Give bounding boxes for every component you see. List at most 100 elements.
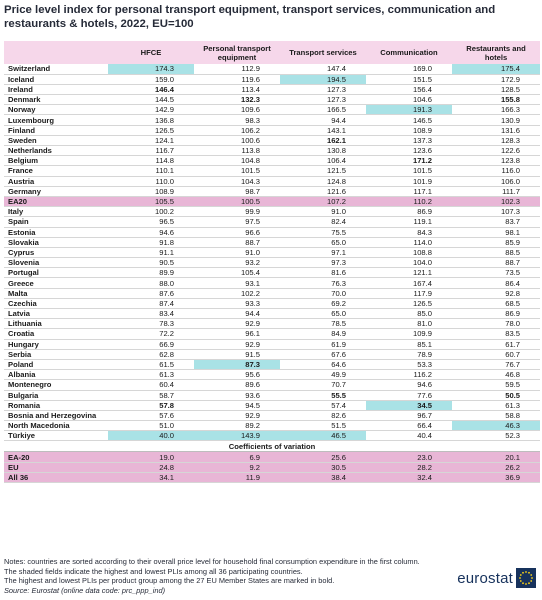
value-cell: 142.9	[154, 105, 174, 115]
value-cell: 144.5	[154, 95, 174, 105]
cov-row: EA-20 19.0 6.9 25.6 23.0 20.1	[4, 451, 540, 463]
value-cell: 59.5	[505, 380, 520, 390]
value-cell: 57.8	[159, 400, 174, 410]
value-cell: 24.8	[108, 462, 194, 473]
value-cell: 84.9	[331, 329, 346, 339]
table-row: Italy 100.2 99.9 91.0 86.9 107.3	[4, 207, 540, 217]
value-cell: 98.1	[505, 227, 520, 237]
value-cell: 114.8	[155, 156, 174, 166]
value-cell: 104.6	[412, 95, 432, 105]
table-row: Montenegro 60.4 89.6 70.7 94.6 59.5	[4, 380, 540, 390]
value-cell: 104.0	[412, 258, 432, 268]
eurostat-logo: eurostat	[440, 566, 536, 590]
value-cell: 116.7	[155, 146, 174, 156]
value-cell: 61.3	[159, 370, 174, 380]
value-cell: 70.0	[331, 288, 346, 298]
row-label: EA-20	[4, 451, 108, 463]
table-row: Greece 88.0 93.1 76.3 167.4 86.4	[4, 278, 540, 289]
value-cell: 130.8	[326, 146, 346, 156]
value-cell: 92.9	[245, 339, 260, 349]
row-label: North Macedonia	[8, 421, 70, 431]
value-cell: 20.1	[452, 451, 540, 463]
value-cell: 110.2	[366, 196, 452, 207]
table-row: Denmark 144.5 132.3 127.3 104.6 155.8	[4, 95, 540, 105]
row-label: All 36	[4, 472, 108, 483]
value-cell: 98.3	[245, 115, 260, 125]
value-cell: 156.4	[412, 84, 432, 94]
price-level-table: HFCE Personal transport equipment Transp…	[4, 41, 540, 483]
value-cell: 81.0	[417, 319, 432, 329]
row-label: Slovenia	[8, 258, 40, 268]
table-row: Türkiye 40.0 143.9 46.5 40.4 52.3	[4, 430, 540, 441]
value-cell: 96.1	[245, 329, 260, 339]
value-cell: 172.9	[500, 74, 520, 84]
value-cell: 116.2	[413, 370, 432, 380]
table-row: Hungary 66.9 92.9 61.9 85.1 61.7	[4, 339, 540, 350]
value-cell: 89.9	[159, 268, 174, 278]
row-label: Czechia	[8, 298, 37, 308]
value-cell: 83.4	[159, 309, 174, 319]
value-cell: 81.6	[331, 268, 346, 278]
table-header-row: HFCE Personal transport equipment Transp…	[4, 41, 540, 64]
row-label: EA20	[4, 196, 108, 207]
value-cell: 100.5	[194, 196, 280, 207]
value-cell: 143.1	[326, 125, 346, 135]
value-cell: 128.5	[500, 84, 520, 94]
value-cell: 85.0	[417, 309, 432, 319]
value-cell: 106.2	[240, 125, 260, 135]
table-row: Czechia 87.4 93.3 69.2 126.5 68.5	[4, 298, 540, 309]
table-row: Lithuania 78.3 92.9 78.5 81.0 78.0	[4, 319, 540, 329]
value-cell: 60.4	[159, 380, 174, 390]
value-cell: 87.4	[159, 298, 174, 308]
row-label: Iceland	[8, 74, 35, 84]
logo-text: eurostat	[457, 569, 513, 587]
value-cell: 108.8	[412, 247, 432, 257]
value-cell: 51.0	[159, 421, 174, 431]
row-label: Belgium	[8, 156, 38, 166]
table-row: Germany 108.9 98.7 121.6 117.1 111.7	[4, 186, 540, 197]
row-label: Austria	[8, 176, 35, 186]
value-cell: 175.4	[452, 64, 540, 75]
value-cell: 69.2	[331, 298, 346, 308]
column-header: HFCE	[108, 41, 194, 64]
value-cell: 89.6	[245, 380, 260, 390]
row-label: Latvia	[8, 309, 30, 319]
row-label: Netherlands	[8, 146, 52, 156]
table-body: Switzerland 174.3 112.9 147.4 169.0 175.4 Icel…	[4, 64, 540, 483]
row-label: Greece	[8, 278, 34, 288]
value-cell: 46.3	[452, 420, 540, 431]
value-cell: 11.9	[194, 472, 280, 483]
value-cell: 38.4	[280, 472, 366, 483]
value-cell: 64.6	[331, 360, 346, 370]
value-cell: 99.9	[245, 207, 260, 217]
value-cell: 58.7	[159, 390, 174, 400]
note-line: The highest and lowest PLIs per product …	[4, 576, 335, 585]
value-cell: 121.5	[326, 166, 346, 176]
row-label: Türkiye	[8, 431, 36, 441]
value-cell: 102.2	[240, 288, 260, 298]
source-line: Source: Eurostat (online data code: prc_…	[4, 585, 166, 595]
value-cell: 61.5	[159, 360, 174, 370]
value-cell: 128.3	[500, 135, 520, 145]
value-cell: 25.6	[280, 451, 366, 463]
value-cell: 23.0	[366, 451, 452, 463]
value-cell: 96.6	[245, 227, 260, 237]
value-cell: 97.3	[331, 258, 346, 268]
value-cell: 40.4	[417, 431, 432, 441]
value-cell: 91.1	[159, 247, 174, 257]
aggregate-row: EA20 105.5 100.5 107.2 110.2 102.3	[4, 196, 540, 207]
value-cell: 166.5	[326, 105, 346, 115]
value-cell: 112.9	[241, 64, 260, 74]
value-cell: 91.5	[245, 349, 260, 359]
value-cell: 83.7	[505, 217, 520, 227]
table-row: Switzerland 174.3 112.9 147.4 169.0 175.4	[4, 64, 540, 75]
value-cell: 49.9	[331, 370, 346, 380]
value-cell: 121.1	[412, 268, 432, 278]
row-label: Sweden	[8, 135, 37, 145]
table-row: Bulgaria 58.7 93.6 55.5 77.6 50.5	[4, 390, 540, 401]
value-cell: 143.9	[194, 430, 280, 441]
value-cell: 9.2	[194, 462, 280, 473]
value-cell: 57.6	[159, 410, 174, 420]
table-row: Sweden 124.1 100.6 162.1 137.3 128.3	[4, 135, 540, 146]
value-cell: 106.0	[500, 176, 520, 186]
